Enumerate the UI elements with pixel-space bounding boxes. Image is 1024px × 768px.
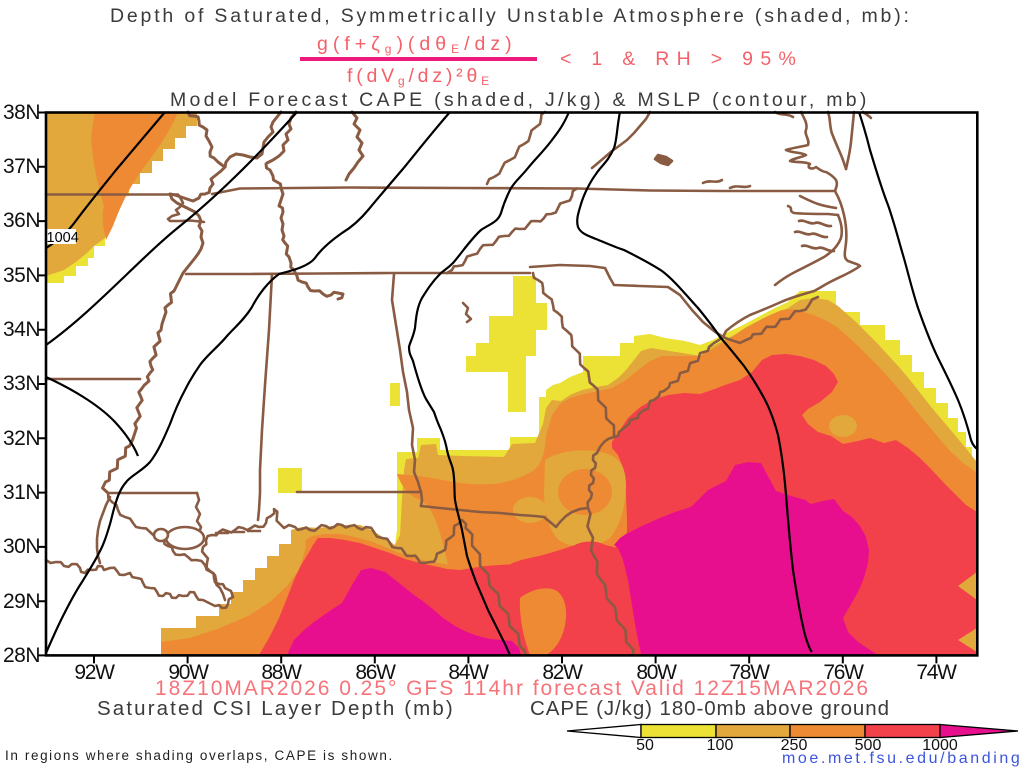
svg-text:1004: 1004 xyxy=(47,230,79,246)
